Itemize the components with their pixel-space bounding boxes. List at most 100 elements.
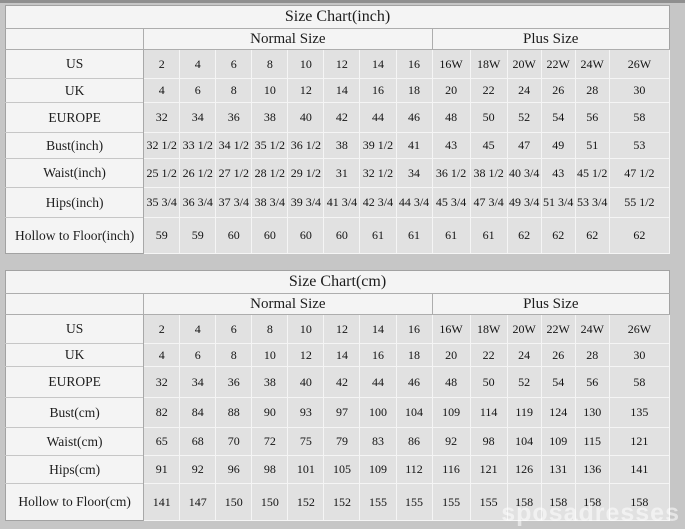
table-cell: 98: [469, 427, 508, 456]
table-title-row: Size Chart(cm): [5, 270, 670, 294]
table-cell: 20W: [506, 49, 542, 79]
row-label: UK: [5, 78, 145, 103]
table-cell: 38: [251, 102, 289, 133]
table-cell: 40: [287, 102, 325, 133]
table-cell: 47: [506, 132, 542, 159]
row-label: US: [5, 314, 145, 344]
table-cell: 12: [323, 314, 361, 344]
plus-size-header: Plus Size: [432, 28, 670, 50]
table-cell: 22W: [540, 49, 576, 79]
table-row: EUROPE 32 34 36 38 40 42 44 46 48 50 52 54 56 58: [5, 102, 671, 133]
table-cell: 41: [395, 132, 433, 159]
table-cell: 92: [179, 455, 217, 484]
table-cell: 58: [608, 102, 671, 133]
row-label: UK: [5, 343, 145, 367]
table-cell: 16W: [431, 314, 471, 344]
table-cell: 100: [359, 397, 397, 428]
table-cell: 14: [323, 343, 361, 367]
table-cell: 4: [179, 314, 217, 344]
table-cell: 91: [143, 455, 181, 484]
table-cell: 158: [574, 483, 610, 521]
table-row: Hollow to Floor(inch) 59 59 60 60 60 60 61 61 61 6…: [5, 217, 671, 254]
table-cell: 38: [251, 366, 289, 398]
table-cell: 158: [506, 483, 542, 521]
table-cell: 10: [287, 314, 325, 344]
table-cell: 2: [143, 49, 181, 79]
table-cell: 72: [251, 427, 289, 456]
table-cell: 32: [143, 102, 181, 133]
table-cell: 59: [179, 217, 217, 254]
table-cell: 61: [469, 217, 508, 254]
table-cell: 41 3/4: [323, 187, 361, 218]
table-cell: 109: [540, 427, 576, 456]
table-cell: 8: [251, 314, 289, 344]
table-cell: 158: [540, 483, 576, 521]
table-cell: 49: [540, 132, 576, 159]
table-cell: 60: [287, 217, 325, 254]
table-cell: 68: [179, 427, 217, 456]
table-cell: 135: [608, 397, 671, 428]
column-group-row: Normal Size Plus Size: [5, 28, 670, 50]
table-cell: 158: [608, 483, 671, 521]
table-cell: 8: [251, 49, 289, 79]
table-cell: 141: [143, 483, 181, 521]
table-cell: 86: [395, 427, 433, 456]
row-label: US: [5, 49, 145, 79]
table-cell: 10: [251, 78, 289, 103]
table-cell: 37 3/4: [215, 187, 253, 218]
table-cell: 31: [323, 158, 361, 188]
size-chart-cm-body: US 2 4 6 8 10 12 14 16 16W 18W 20W 22W 24W 26W UK 4 6 8 10 1…: [5, 314, 671, 521]
table-cell: 50: [469, 366, 508, 398]
table-cell: 36 1/2: [287, 132, 325, 159]
table-cell: 2: [143, 314, 181, 344]
column-group-row: Normal Size Plus Size: [5, 293, 670, 315]
table-cell: 24: [506, 78, 542, 103]
table-cell: 38: [323, 132, 361, 159]
table-title-row: Size Chart(inch): [5, 5, 670, 29]
table-cell: 40: [287, 366, 325, 398]
row-label: Bust(cm): [5, 397, 145, 428]
table-cell: 44: [359, 366, 397, 398]
table-cell: 98: [251, 455, 289, 484]
normal-size-header: Normal Size: [143, 28, 433, 50]
table-cell: 75: [287, 427, 325, 456]
table-cell: 8: [215, 78, 253, 103]
table-cell: 56: [574, 366, 610, 398]
table-cell: 60: [215, 217, 253, 254]
table-cell: 14: [359, 314, 397, 344]
table-cell: 82: [143, 397, 181, 428]
table-cell: 121: [608, 427, 671, 456]
table-cell: 54: [540, 102, 576, 133]
table-cell: 16: [359, 343, 397, 367]
table-cell: 34: [179, 366, 217, 398]
table-cell: 58: [608, 366, 671, 398]
table-cell: 55 1/2: [608, 187, 671, 218]
table-cell: 26 1/2: [179, 158, 217, 188]
table-cell: 109: [359, 455, 397, 484]
row-label: Hips(inch): [5, 187, 145, 218]
table-cell: 34 1/2: [215, 132, 253, 159]
table-cell: 20: [431, 343, 471, 367]
table-cell: 60: [251, 217, 289, 254]
table-cell: 104: [506, 427, 542, 456]
table-cell: 24: [506, 343, 542, 367]
table-cell: 56: [574, 102, 610, 133]
table-cell: 155: [469, 483, 508, 521]
table-cell: 16: [359, 78, 397, 103]
table-cell: 112: [395, 455, 433, 484]
table-cell: 26W: [608, 314, 671, 344]
table-cell: 65: [143, 427, 181, 456]
table-cell: 36: [215, 366, 253, 398]
table-cell: 32 1/2: [143, 132, 181, 159]
table-cell: 130: [574, 397, 610, 428]
table-cell: 101: [287, 455, 325, 484]
table-row: EUROPE 32 34 36 38 40 42 44 46 48 50 52 54 56 58: [5, 366, 671, 398]
table-row: Waist(cm) 65 68 70 72 75 79 83 86 92 98 104 109 115 12…: [5, 427, 671, 456]
image-top-edge: [0, 0, 685, 3]
table-cell: 42: [323, 102, 361, 133]
table-cell: 84: [179, 397, 217, 428]
table-cell: 155: [431, 483, 471, 521]
table-cell: 119: [506, 397, 542, 428]
table-cell: 45: [469, 132, 508, 159]
table-cell: 48: [431, 366, 471, 398]
